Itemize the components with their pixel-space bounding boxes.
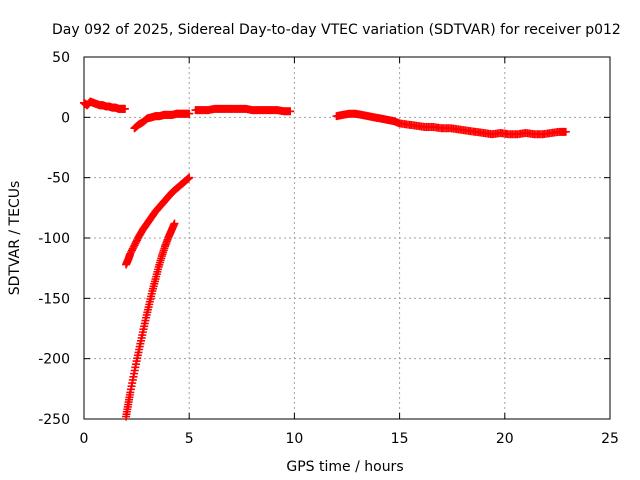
x-tick-label: 20 [496, 431, 514, 447]
y-tick-label: -150 [38, 291, 70, 307]
x-tick-label: 5 [185, 431, 194, 447]
grid [84, 57, 610, 419]
y-tick-label: -50 [47, 171, 70, 187]
y-tick-label: -200 [38, 352, 70, 368]
y-tick-label: 50 [52, 50, 70, 66]
y-tick-label: -100 [38, 231, 70, 247]
y-axis-label: SDTVAR / TECUs [7, 181, 23, 296]
x-tick-label: 15 [391, 431, 409, 447]
x-tick-label: 0 [80, 431, 89, 447]
axis-ticks: 0 5 10 15 20 25 50 0 -50 -100 -150 -200 -250 [38, 50, 619, 447]
data-point [170, 219, 179, 228]
x-axis-label: GPS time / hours [286, 459, 403, 475]
data-point [286, 107, 295, 116]
data-point [121, 104, 130, 113]
y-tick-label: -250 [38, 412, 70, 428]
chart-title: Day 092 of 2025, Sidereal Day-to-day VTE… [52, 22, 621, 38]
data-points [80, 97, 570, 421]
x-tick-label: 25 [601, 431, 619, 447]
x-tick-label: 10 [285, 431, 303, 447]
data-point [185, 109, 194, 118]
data-point [185, 173, 194, 182]
y-tick-label: 0 [61, 110, 70, 126]
data-point [561, 127, 570, 136]
